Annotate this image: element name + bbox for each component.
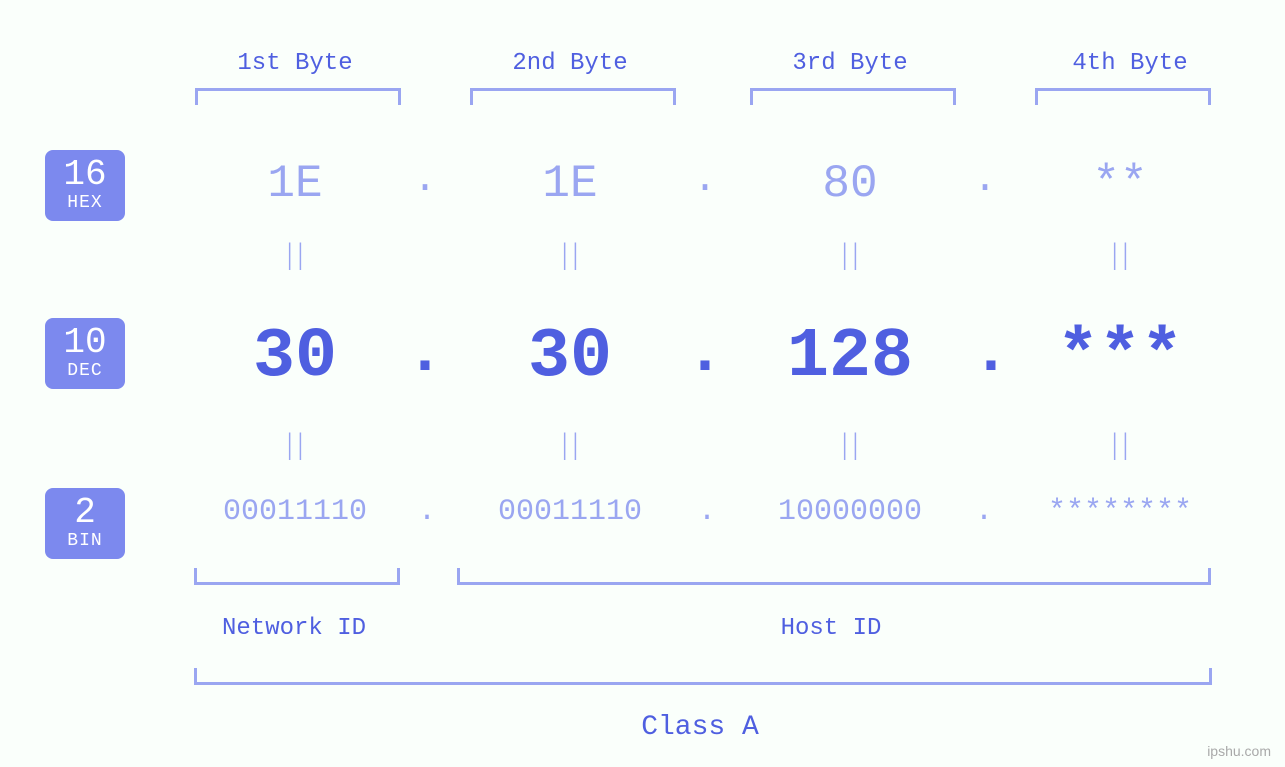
eq1-4: || (1108, 240, 1132, 274)
hex-dot-2: . (685, 158, 725, 203)
byte-label-4: 4th Byte (1070, 50, 1190, 77)
hex-val-4: ** (1035, 158, 1205, 210)
bracket-top-3 (750, 88, 956, 105)
watermark: ipshu.com (1207, 743, 1271, 759)
eq1-2: || (558, 240, 582, 274)
hex-val-2: 1E (470, 158, 670, 210)
badge-hex-num: 16 (45, 156, 125, 194)
dec-val-2: 30 (450, 318, 690, 397)
bracket-top-1 (195, 88, 401, 105)
eq2-4: || (1108, 430, 1132, 464)
bracket-host (457, 568, 1211, 585)
badge-bin-num: 2 (45, 494, 125, 532)
badge-dec-lbl: DEC (45, 362, 125, 381)
badge-dec-num: 10 (45, 324, 125, 362)
bin-dot-2: . (687, 495, 727, 529)
dec-val-3: 128 (730, 318, 970, 397)
dec-dot-3: . (966, 318, 1016, 390)
badge-bin: 2 BIN (45, 488, 125, 559)
badge-dec: 10 DEC (45, 318, 125, 389)
hex-dot-1: . (405, 158, 445, 203)
eq2-3: || (838, 430, 862, 464)
bracket-network (194, 568, 400, 585)
dec-dot-1: . (400, 318, 450, 390)
bracket-top-4 (1035, 88, 1211, 105)
badge-hex-lbl: HEX (45, 194, 125, 213)
badge-bin-lbl: BIN (45, 532, 125, 551)
byte-label-3: 3rd Byte (790, 50, 910, 77)
bin-val-1: 00011110 (175, 495, 415, 529)
bin-val-2: 00011110 (450, 495, 690, 529)
eq2-2: || (558, 430, 582, 464)
label-host: Host ID (457, 615, 1205, 642)
bracket-class (194, 668, 1212, 685)
label-class: Class A (194, 712, 1206, 743)
eq2-1: || (283, 430, 307, 464)
eq1-3: || (838, 240, 862, 274)
dec-val-4: *** (1020, 318, 1220, 397)
byte-label-1: 1st Byte (235, 50, 355, 77)
bin-val-4: ******** (1000, 495, 1240, 529)
eq1-1: || (283, 240, 307, 274)
dec-dot-2: . (680, 318, 730, 390)
bracket-top-2 (470, 88, 676, 105)
bin-val-3: 10000000 (730, 495, 970, 529)
byte-label-2: 2nd Byte (510, 50, 630, 77)
badge-hex: 16 HEX (45, 150, 125, 221)
label-network: Network ID (194, 615, 394, 642)
bin-dot-1: . (407, 495, 447, 529)
hex-dot-3: . (965, 158, 1005, 203)
hex-val-1: 1E (195, 158, 395, 210)
bin-dot-3: . (964, 495, 1004, 529)
hex-val-3: 80 (750, 158, 950, 210)
dec-val-1: 30 (175, 318, 415, 397)
